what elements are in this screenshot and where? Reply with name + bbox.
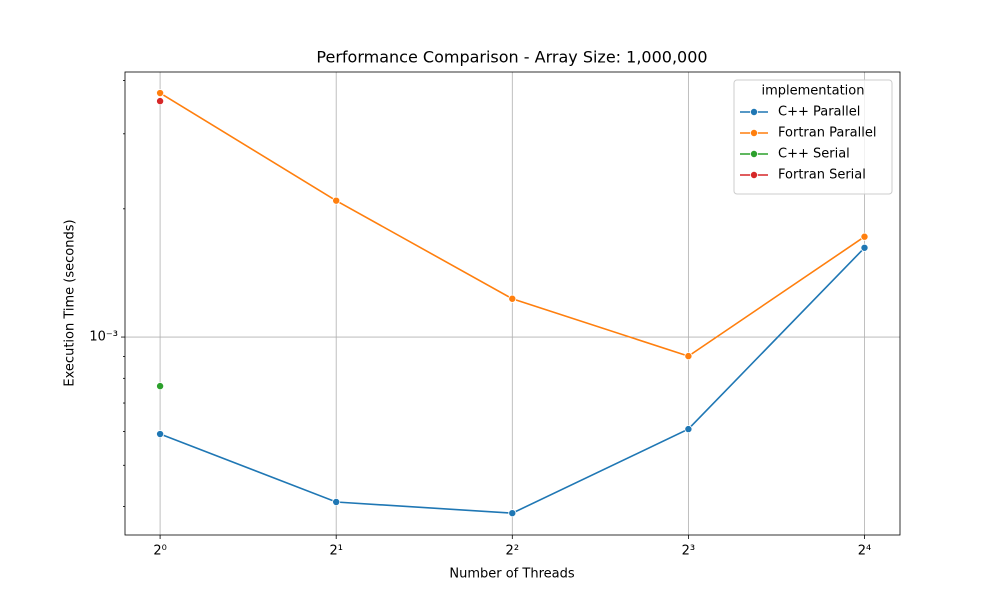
x-axis-label: Number of Threads [449, 567, 574, 582]
data-point [508, 294, 517, 303]
data-point [156, 89, 165, 98]
legend-marker [750, 149, 759, 158]
data-point [860, 232, 869, 241]
x-tick-label: 2² [506, 544, 519, 559]
chart-title: Performance Comparison - Array Size: 1,0… [316, 48, 707, 67]
y-axis-label: Execution Time (seconds) [63, 219, 78, 386]
legend-marker [750, 170, 759, 179]
data-point [156, 382, 165, 391]
legend-title: implementation [761, 84, 864, 99]
data-point [684, 425, 693, 434]
data-point [332, 497, 341, 506]
plot-frame [124, 71, 901, 536]
x-tick-label: 2³ [682, 544, 695, 559]
legend-label: Fortran Parallel [778, 126, 876, 141]
data-point [332, 196, 341, 205]
legend-label: C++ Parallel [778, 105, 860, 120]
legend-label: C++ Serial [778, 147, 850, 162]
y-tick-label: 10⁻³ [89, 330, 118, 345]
legend-marker [750, 108, 759, 117]
x-tick-label: 2⁴ [858, 544, 871, 559]
data-point [684, 352, 693, 361]
data-point [156, 430, 165, 439]
legend: implementation C++ Parallel Fortran Parall… [733, 79, 893, 195]
legend-marker [750, 128, 759, 137]
data-point [508, 509, 517, 518]
x-tick-label: 2⁰ [153, 544, 166, 559]
data-point [860, 243, 869, 252]
legend-box [733, 79, 893, 195]
data-point [156, 97, 165, 106]
x-tick-label: 2¹ [329, 544, 342, 559]
legend-label: Fortran Serial [778, 168, 866, 183]
